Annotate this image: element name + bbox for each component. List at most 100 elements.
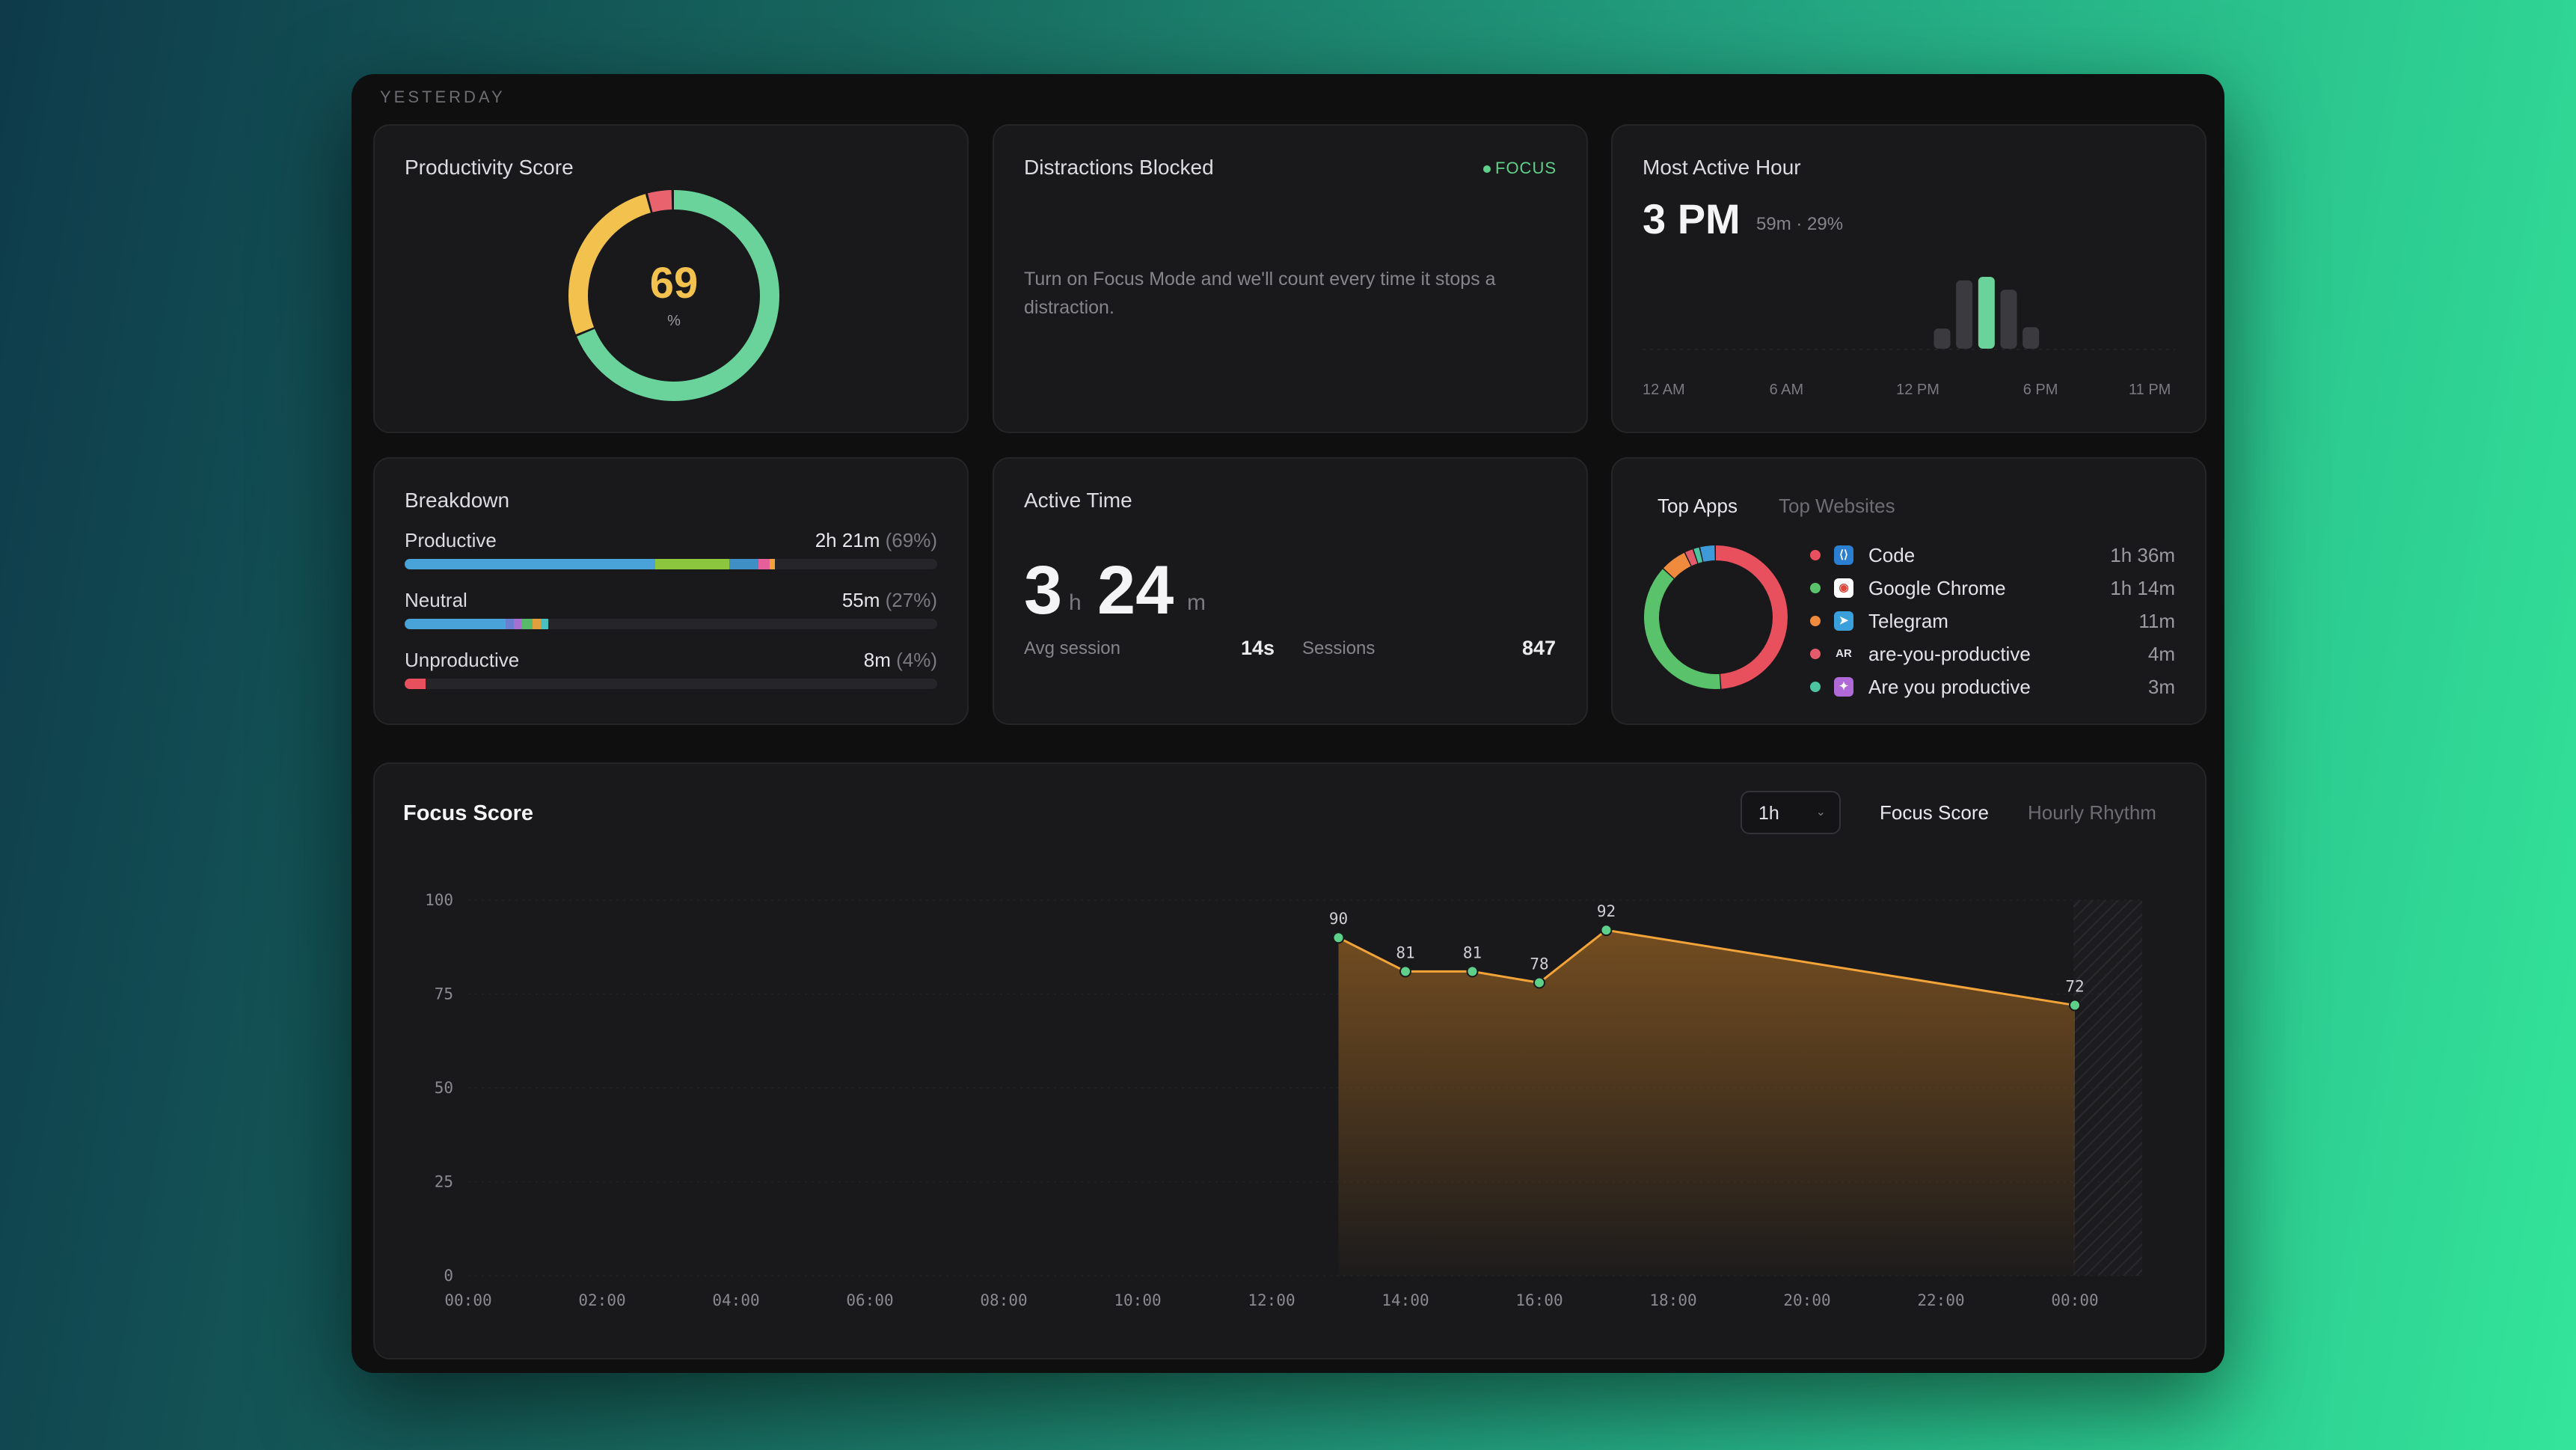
productivity-segment-productive [568, 190, 779, 401]
interval-select[interactable]: 1h ⌄ [1741, 791, 1841, 834]
breakdown-bar-segment [405, 619, 506, 629]
app-time: 4m [2147, 643, 2175, 665]
chevron-down-icon: ⌄ [1815, 806, 1826, 819]
sessions-value: 847 [1522, 637, 1557, 659]
breakdown-bar [405, 619, 937, 629]
y-tick-label: 75 [435, 985, 453, 1003]
apps-donut-segment-other [1644, 545, 1788, 689]
distractions-message: Turn on Focus Mode and we'll count every… [1024, 269, 1496, 318]
focus-score-title: Focus Score [403, 801, 534, 825]
breakdown-duration: 55m [841, 589, 886, 611]
tab-focus-score[interactable]: Focus Score [1880, 801, 1989, 824]
focus-badge-label: FOCUS [1495, 159, 1557, 177]
focus-area [1338, 930, 2075, 1276]
active-hour-value: 3 PM [1643, 195, 1741, 242]
ar-icon: AR [1834, 644, 1853, 664]
app-time: 1h 36m [2110, 544, 2175, 566]
breakdown-bar-segment [540, 619, 549, 629]
productivity-segment-neutral [568, 190, 779, 401]
breakdown-label: Neutral [405, 589, 467, 611]
apps-donut [1644, 545, 1788, 689]
legend-dot-icon [1810, 583, 1821, 593]
app-name: Code [1868, 544, 1916, 566]
x-tick-label: 00:00 [2051, 1291, 2098, 1309]
breakdown-bar-segment [769, 559, 775, 569]
breakdown-duration: 8m [863, 649, 897, 671]
focus-point[interactable] [1600, 924, 1613, 937]
breakdown-bar [405, 679, 937, 689]
distractions-title: Distractions Blocked [1024, 156, 1214, 179]
breakdown-percent: (69%) [885, 529, 937, 551]
y-tick-label: 0 [444, 1267, 453, 1285]
apps-donut-segment-Code [1644, 545, 1788, 689]
app-name: Are you productive [1868, 676, 2031, 698]
hour-axis-label: 12 AM [1643, 382, 1685, 398]
apps-donut-segment-Are you productive [1644, 545, 1788, 689]
breakdown-bar-segment [758, 559, 770, 569]
breakdown-duration: 2h 21m [815, 529, 886, 551]
app-list-item[interactable]: AR are-you-productive 4m [1810, 641, 2175, 668]
sessions-label: Sessions [1302, 638, 1376, 658]
x-tick-label: 20:00 [1783, 1291, 1830, 1309]
focus-point[interactable] [1399, 965, 1411, 978]
breakdown-value: 8m (4%) [864, 649, 937, 672]
x-tick-label: 12:00 [1248, 1291, 1295, 1309]
hour-bar [1978, 277, 1995, 349]
distractions-card: Distractions Blocked FOCUS Turn on Focus… [993, 124, 1588, 433]
app-list-item[interactable]: ✦ Are you productive 3m [1810, 674, 2175, 701]
hour-bar [2000, 290, 2017, 349]
chrome-icon: ◉ [1834, 578, 1853, 598]
x-tick-label: 14:00 [1381, 1291, 1429, 1309]
legend-dot-icon [1810, 682, 1821, 692]
hour-bar [1956, 280, 1973, 349]
avg-session-value: 14s [1241, 637, 1275, 659]
app-list-item[interactable]: ➤ Telegram 11m [1810, 608, 2175, 635]
tab-top-websites[interactable]: Top Websites [1779, 495, 1895, 517]
active-hours-unit: h [1069, 590, 1082, 615]
focus-point[interactable] [2069, 999, 2081, 1012]
hour-bar [2023, 327, 2040, 349]
y-tick-label: 50 [435, 1079, 453, 1097]
x-tick-label: 04:00 [712, 1291, 759, 1309]
productivity-score: 69 [649, 259, 699, 308]
app-list-item[interactable]: ◉ Google Chrome 1h 14m [1810, 575, 2175, 602]
tab-hourly-rhythm[interactable]: Hourly Rhythm [2028, 801, 2156, 824]
app-icon: ✦ [1834, 677, 1853, 697]
focus-point-label: 90 [1329, 910, 1348, 928]
breakdown-bar-segment [521, 619, 533, 629]
breakdown-bar-segment [405, 559, 655, 569]
app-time: 3m [2147, 676, 2175, 698]
dashboard-window: YESTERDAY Productivity Score 69 % Distra… [352, 74, 2224, 1373]
hour-axis-label: 11 PM [2129, 382, 2171, 398]
x-tick-label: 16:00 [1515, 1291, 1563, 1309]
x-tick-label: 08:00 [980, 1291, 1027, 1309]
focus-point-label: 92 [1597, 902, 1616, 920]
active-time-card: Active Time 3 h 24 m Avg session 14s Ses… [993, 457, 1588, 725]
hour-axis-label: 6 PM [2023, 382, 2058, 398]
active-minutes-value: 24 [1097, 552, 1174, 628]
app-name: Telegram [1868, 610, 1948, 632]
app-time: 1h 14m [2110, 577, 2175, 599]
breakdown-percent: (27%) [885, 589, 937, 611]
interval-value: 1h [1758, 803, 1779, 824]
focus-score-chart: 0 25 50 75 100 00:00 02:00 04:00 06:00 08:00 10:00… [425, 891, 2142, 1309]
focus-line [1337, 929, 2076, 1007]
focus-point[interactable] [1332, 932, 1345, 944]
breakdown-card: Breakdown Productive 2h 21m (69%) Neutral 5… [373, 457, 969, 725]
app-list-item[interactable]: ⟨⟩ Code 1h 36m [1810, 542, 2175, 569]
apps-donut-segment-are-you-productive [1644, 545, 1788, 689]
tab-top-apps[interactable]: Top Apps [1657, 495, 1738, 517]
productivity-segment-unproductive [568, 189, 779, 401]
productivity-unit: % [667, 313, 681, 329]
hour-axis: 12 AM 6 AM 12 PM 6 PM 11 PM [1643, 382, 2175, 404]
hour-axis-label: 6 AM [1769, 382, 1804, 398]
breakdown-title: Breakdown [405, 489, 510, 512]
breakdown-bar-segment [405, 679, 426, 689]
app-name: are-you-productive [1868, 643, 2031, 665]
top-apps-card: Top Apps Top Websites ⟨⟩ Code 1h 36m ◉ Googl… [1611, 457, 2207, 725]
breakdown-bar-segment [729, 559, 759, 569]
active-hour-detail: 59m · 29% [1756, 214, 1844, 234]
focus-point[interactable] [1466, 965, 1479, 978]
focus-point[interactable] [1533, 976, 1545, 989]
focus-point-label: 72 [2065, 978, 2084, 996]
